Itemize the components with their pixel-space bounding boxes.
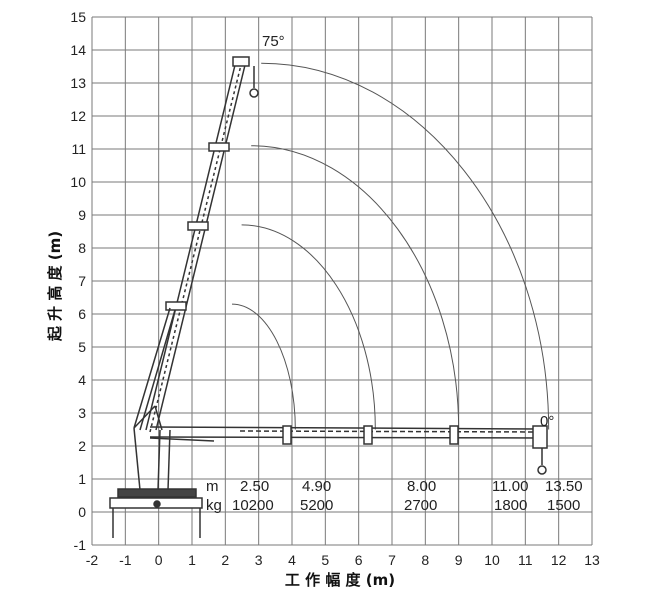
x-tick-label: 4 — [288, 552, 296, 568]
x-tick-label: 10 — [484, 552, 500, 568]
x-tick-label: 11 — [518, 552, 533, 568]
x-tick-label: 12 — [551, 552, 567, 568]
y-tick-label: 12 — [70, 108, 86, 124]
y-tick-label: 9 — [78, 207, 86, 223]
raised-boom — [145, 56, 259, 433]
crane-drawing — [109, 56, 548, 538]
crane-base — [109, 405, 203, 538]
y-tick-label: 8 — [78, 240, 86, 256]
angle-75-label: 75° — [262, 33, 285, 50]
reach-arc — [241, 224, 376, 430]
y-tick-label: 3 — [78, 405, 86, 421]
y-tick-label: 4 — [78, 372, 86, 388]
x-tick-label: 6 — [355, 552, 363, 568]
radius-unit-label: m — [206, 478, 219, 495]
y-tick-label: 6 — [78, 306, 86, 322]
luffing-cylinder — [133, 307, 215, 442]
horizontal-boom — [149, 425, 548, 475]
radius-value-1: 2.50 — [240, 478, 269, 495]
load-value-1: 10200 — [232, 497, 274, 514]
load-value-2: 5200 — [300, 497, 333, 514]
y-tick-label: 1 — [78, 471, 86, 487]
x-tick-label: 1 — [188, 552, 196, 568]
x-tick-label: 7 — [388, 552, 396, 568]
x-tick-label: -1 — [119, 552, 132, 568]
grid — [91, 16, 593, 546]
x-tick-label: 0 — [155, 552, 163, 568]
x-tick-label: 13 — [584, 552, 600, 568]
radius-value-2: 4.90 — [302, 478, 331, 495]
x-tick-label: 2 — [221, 552, 229, 568]
y-tick-label: 2 — [78, 438, 86, 454]
reach-arc — [231, 303, 296, 430]
working-range-arcs — [231, 62, 550, 430]
x-tick-label: 8 — [421, 552, 429, 568]
y-tick-label: 7 — [78, 273, 86, 289]
load-value-3: 2700 — [404, 497, 437, 514]
axis-ticks: -2 -1 0 1 2 3 4 5 6 7 8 9 10 11 12 13-10123456789101112… — [70, 9, 600, 568]
load-unit-label: kg — [206, 497, 222, 514]
x-axis-title: 工 作 幅 度 (m) — [285, 571, 395, 589]
y-tick-label: 0 — [78, 504, 86, 520]
x-tick-label: 5 — [321, 552, 329, 568]
load-table: m kg 2.50 4.90 8.00 11.00 13.50 10200 52… — [206, 478, 583, 514]
y-axis-title: 起 升 高 度 (m) — [46, 231, 64, 342]
x-tick-label: 9 — [455, 552, 463, 568]
x-tick-label: 3 — [255, 552, 263, 568]
y-tick-label: 15 — [70, 9, 86, 25]
reach-arc — [261, 62, 550, 430]
y-tick-label: 11 — [71, 141, 86, 157]
reach-arc — [251, 145, 460, 430]
y-tick-label: 10 — [70, 174, 86, 190]
load-value-5: 1500 — [547, 497, 580, 514]
angle-0-label: 0° — [540, 413, 554, 430]
y-tick-label: 5 — [78, 339, 86, 355]
radius-value-4: 11.00 — [492, 478, 528, 495]
x-tick-label: -2 — [86, 552, 99, 568]
y-tick-label: 14 — [70, 42, 86, 58]
radius-value-3: 8.00 — [407, 478, 436, 495]
radius-value-5: 13.50 — [545, 478, 583, 495]
load-value-4: 1800 — [494, 497, 527, 514]
y-tick-label: -1 — [74, 537, 87, 553]
y-tick-label: 13 — [70, 75, 86, 91]
